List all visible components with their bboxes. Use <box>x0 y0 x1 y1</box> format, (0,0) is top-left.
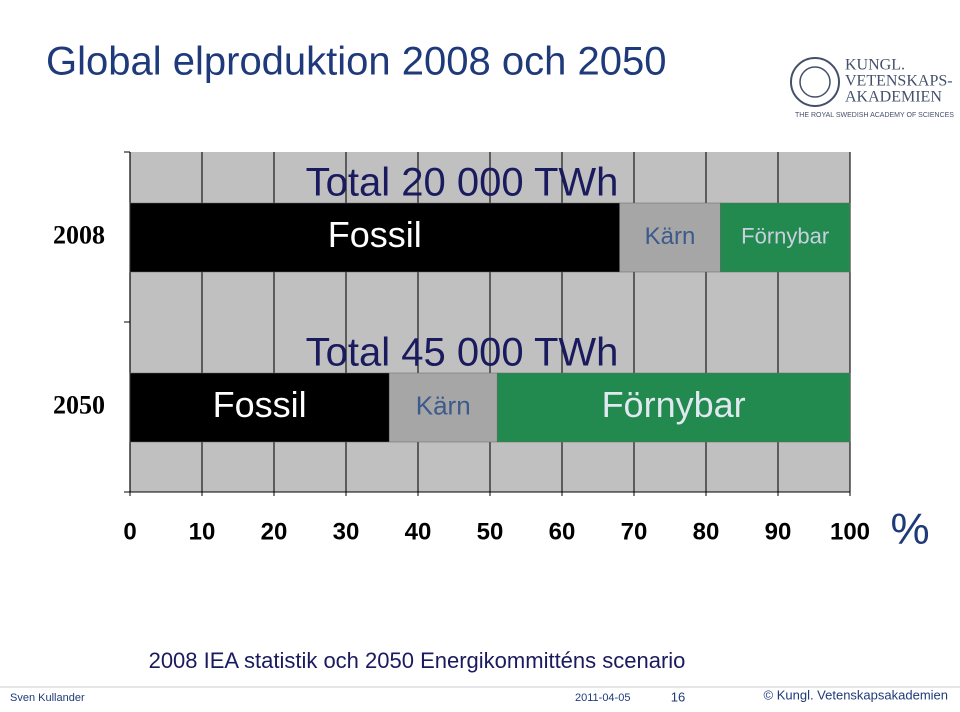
category-label: 2008 <box>53 220 105 249</box>
annotation: Total 45 000 TWh <box>306 331 619 375</box>
annotation: Total 20 000 TWh <box>306 161 619 205</box>
segment-label: Förnybar <box>741 223 829 248</box>
footer-author: Sven Kullander <box>10 692 85 704</box>
logo-seal-inner <box>799 66 831 98</box>
category-label: 2050 <box>53 390 105 419</box>
x-tick-label: 40 <box>405 518 432 545</box>
logo-text: AKADEMIEN <box>845 89 942 106</box>
footer-copyright: © Kungl. Vetenskapsakademien <box>764 687 948 702</box>
footer-date: 2011-04-05 <box>575 692 630 704</box>
segment-label: Kärn <box>645 223 696 250</box>
x-tick-label: 60 <box>549 518 576 545</box>
segment-label: Fossil <box>213 384 307 425</box>
logo-text: VETENSKAPS- <box>845 73 953 90</box>
x-axis-unit: % <box>890 505 929 554</box>
bar-segment <box>496 372 851 443</box>
bar-segment <box>388 372 498 443</box>
logo-seal <box>790 57 840 107</box>
x-tick-label: 90 <box>765 518 792 545</box>
x-tick-label: 0 <box>123 518 136 545</box>
segment-label: Kärn <box>416 390 471 420</box>
x-tick-label: 80 <box>693 518 720 545</box>
bar-segment <box>619 202 721 273</box>
x-tick-label: 10 <box>189 518 216 545</box>
x-tick-label: 30 <box>333 518 360 545</box>
bar-segment <box>129 372 390 443</box>
logo-text: KUNGL. <box>845 57 905 74</box>
x-tick-label: 20 <box>261 518 288 545</box>
x-tick-label: 100 <box>830 518 870 545</box>
segment-label: Förnybar <box>602 384 746 425</box>
slide-title: Global elproduktion 2008 och 2050 <box>46 40 666 84</box>
x-tick-label: 70 <box>621 518 648 545</box>
source-note: 2008 IEA statistik och 2050 Energikommit… <box>149 648 686 673</box>
footer-page: 16 <box>671 689 685 704</box>
plot: 0 10 20 30 40 50 60 70 80 90 100 2008 Total 20 000 T… <box>53 151 870 545</box>
segment-label: Fossil <box>328 214 422 255</box>
logo-subtitle: THE ROYAL SWEDISH ACADEMY OF SCIENCES <box>795 112 954 119</box>
logo: KUNGL. VETENSKAPS- AKADEMIEN THE ROYAL S… <box>790 57 954 119</box>
bar-segment <box>129 202 620 273</box>
x-tick-label: 50 <box>477 518 504 545</box>
bar-segment <box>720 202 851 273</box>
